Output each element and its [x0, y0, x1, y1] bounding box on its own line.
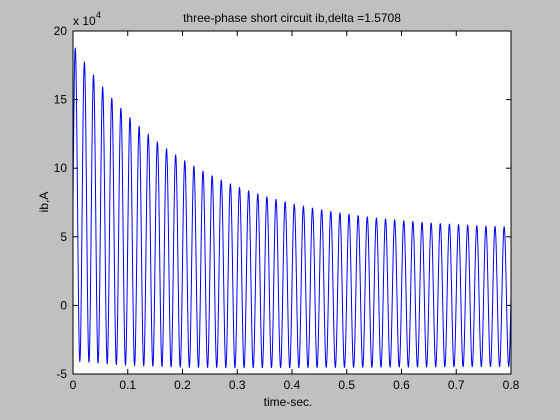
y-multiplier-exponent: 4 [96, 10, 101, 20]
y-tick-label: 5 [60, 230, 67, 244]
x-tick-label: 0.6 [393, 378, 410, 392]
x-axis-label: time-sec. [264, 395, 313, 409]
y-axis-ticks: -5 0 5 10 15 20 [54, 24, 511, 381]
x-tick-label: 0.1 [119, 378, 136, 392]
chart-title: three-phase short circuit ib,delta =1.57… [183, 11, 401, 25]
y-tick-label: 15 [54, 93, 68, 107]
y-multiplier-base: x 10 [73, 14, 96, 28]
x-tick-label: 0.2 [174, 378, 191, 392]
y-tick-label: 10 [54, 161, 68, 175]
y-tick-label: 20 [54, 24, 68, 38]
x-tick-label: 0 [70, 378, 77, 392]
series-line-ib [72, 46, 512, 369]
axes-background [73, 31, 511, 374]
y-tick-label: 0 [60, 298, 67, 312]
x-axis-ticks: 0 0.1 0.2 0.3 0.4 0.5 0.6 0.7 0.8 [70, 31, 520, 392]
y-tick-label: -5 [56, 367, 67, 381]
x-tick-label: 0.3 [229, 378, 246, 392]
x-tick-label: 0.4 [284, 378, 301, 392]
x-tick-label: 0.5 [338, 378, 355, 392]
x-tick-label: 0.8 [503, 378, 520, 392]
y-axis-label: ib,A [37, 192, 51, 213]
x-tick-label: 0.7 [448, 378, 465, 392]
